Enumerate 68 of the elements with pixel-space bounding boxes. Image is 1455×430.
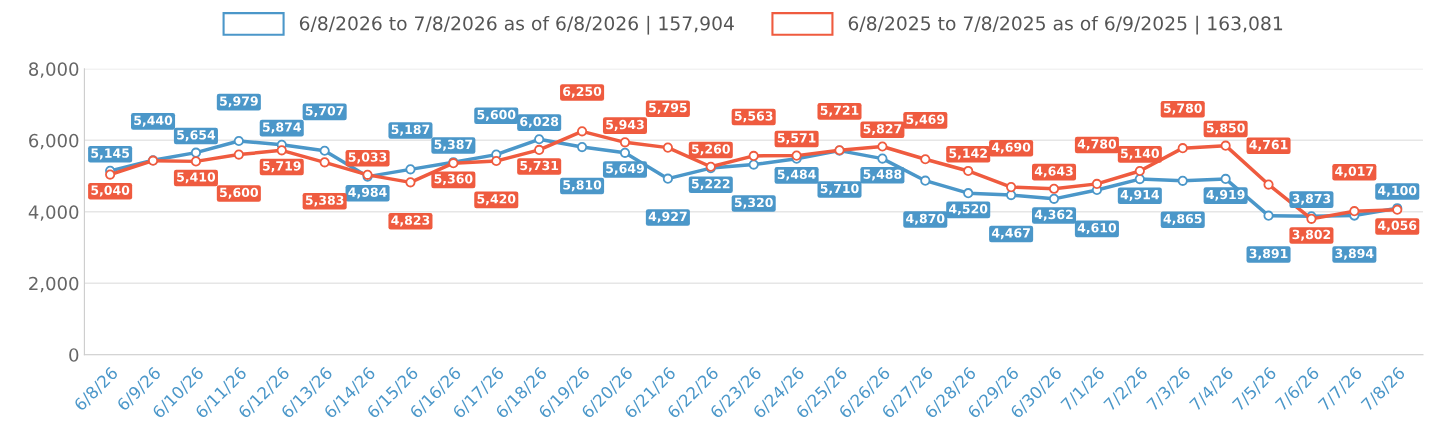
- data-label: 4,690: [991, 142, 1031, 154]
- data-label: 5,874: [262, 122, 301, 134]
- data-label: 5,033: [348, 152, 387, 164]
- data-label: 4,984: [348, 187, 387, 199]
- y-tick-label: 8,000: [29, 62, 79, 78]
- data-label: 4,919: [1206, 189, 1245, 201]
- data-label: 5,710: [820, 183, 859, 195]
- data-label: 4,927: [648, 211, 687, 223]
- data-label: 5,654: [177, 130, 216, 142]
- data-label: 4,467: [991, 228, 1030, 240]
- data-label: 4,780: [1077, 139, 1117, 151]
- data-label: 5,260: [691, 144, 730, 156]
- data-label: 5,707: [305, 106, 344, 118]
- data-label: 5,649: [606, 163, 644, 175]
- data-label: 5,810: [563, 180, 602, 192]
- data-label: 5,795: [649, 102, 687, 114]
- data-label: 4,610: [1077, 223, 1117, 235]
- data-label: 5,731: [520, 160, 559, 172]
- data-label: 5,827: [863, 123, 902, 136]
- data-label: 5,140: [1121, 148, 1159, 160]
- data-label: 4,865: [1163, 213, 1202, 225]
- data-label: 5,979: [220, 96, 258, 108]
- data-label: 5,719: [262, 161, 301, 173]
- data-label: 4,823: [391, 215, 430, 227]
- legend-label: 6/8/2026 to 7/8/2026 as of 6/8/2026 | 157,904: [299, 15, 734, 35]
- data-label: 5,484: [777, 169, 816, 181]
- data-label: 5,721: [820, 105, 859, 117]
- data-label: 5,187: [391, 124, 430, 136]
- data-label: 5,420: [477, 194, 516, 206]
- data-label: 3,802: [1292, 229, 1331, 241]
- data-label: 4,870: [906, 213, 945, 225]
- data-label: 6,250: [563, 86, 602, 98]
- data-label: 3,894: [1335, 248, 1374, 260]
- data-label: 5,320: [734, 197, 773, 209]
- data-label: 5,850: [1206, 123, 1245, 135]
- y-tick-label: 2,000: [29, 276, 79, 293]
- y-tick-label: 4,000: [28, 205, 79, 221]
- data-label: 4,056: [1378, 220, 1417, 232]
- data-label: 4,761: [1249, 139, 1288, 151]
- data-label: 5,145: [91, 148, 130, 160]
- data-label: 4,914: [1120, 189, 1160, 201]
- y-tick-label: 6,000: [29, 133, 79, 150]
- data-label: 5,142: [949, 148, 987, 160]
- data-label: 5,563: [734, 111, 773, 123]
- data-label: 5,780: [1163, 103, 1202, 115]
- data-label: 3,891: [1249, 248, 1288, 260]
- data-label: 5,410: [177, 172, 216, 184]
- data-label: 4,520: [949, 204, 988, 216]
- data-label: 4,362: [1034, 209, 1073, 221]
- data-label: 4,017: [1335, 166, 1374, 178]
- data-label: 5,360: [434, 174, 473, 186]
- data-label: 5,600: [220, 187, 259, 199]
- data-label: 5,440: [134, 115, 173, 127]
- data-label: 4,643: [1034, 166, 1073, 178]
- legend-label: 6/8/2025 to 7/8/2025 as of 6/9/2025 | 163,081: [848, 15, 1283, 35]
- data-label: 3,873: [1292, 193, 1331, 205]
- data-label: 5,383: [305, 195, 344, 207]
- data-label: 5,040: [91, 185, 130, 197]
- y-tick-label: 0: [69, 348, 79, 362]
- data-label: 6,028: [520, 116, 559, 128]
- data-label: 5,469: [906, 114, 945, 126]
- data-label: 5,571: [777, 133, 816, 145]
- data-label: 5,387: [434, 139, 473, 151]
- data-label: 4,100: [1378, 185, 1417, 197]
- data-label: 5,600: [477, 109, 516, 121]
- data-label: 5,943: [606, 119, 644, 131]
- data-label: 5,222: [691, 178, 730, 190]
- data-label: 5,488: [863, 169, 902, 181]
